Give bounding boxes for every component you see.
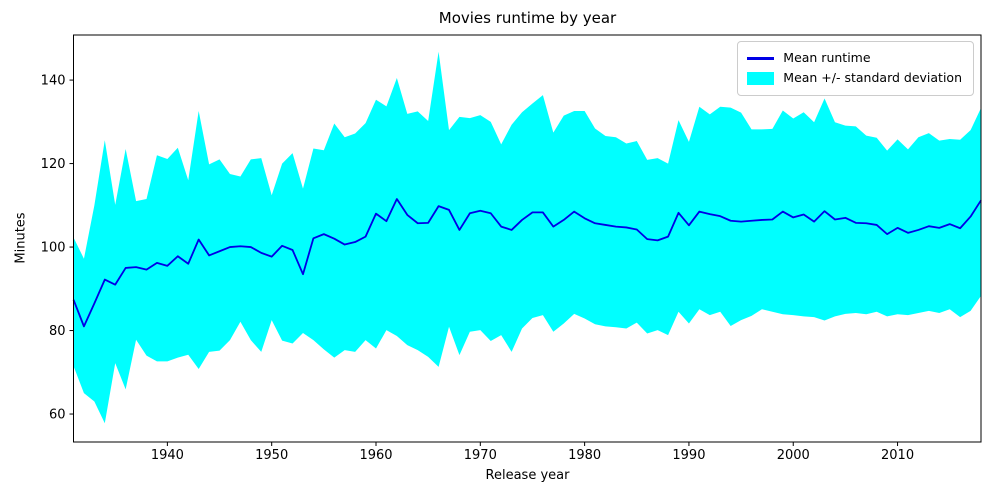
legend-label-band: Mean +/- standard deviation bbox=[783, 69, 962, 85]
x-tick-label: 1970 bbox=[464, 448, 497, 463]
x-tick-label: 1950 bbox=[255, 448, 288, 463]
mean-runtime-line bbox=[72, 198, 982, 328]
y-tick-label: 80 bbox=[49, 324, 66, 339]
x-axis-label: Release year bbox=[485, 468, 570, 483]
plot-border bbox=[73, 34, 982, 443]
std-band-swatch bbox=[747, 71, 775, 85]
legend-label-mean: Mean runtime bbox=[783, 50, 871, 65]
y-tick-label: 100 bbox=[41, 241, 66, 256]
x-tick-label: 1960 bbox=[359, 448, 392, 463]
x-tick-label: 1940 bbox=[151, 448, 184, 463]
std-band-area bbox=[73, 51, 981, 424]
y-tick-label: 120 bbox=[41, 157, 66, 172]
mean-line-swatch bbox=[747, 57, 775, 60]
x-tick-label: 2000 bbox=[777, 448, 810, 463]
chart-title: Movies runtime by year bbox=[438, 9, 617, 27]
x-tick-label: 2010 bbox=[881, 448, 914, 463]
legend-entry-mean: Mean runtime bbox=[747, 50, 962, 65]
x-tick-label: 1990 bbox=[672, 448, 705, 463]
y-tick-label: 140 bbox=[41, 74, 66, 89]
x-tick-label: 1980 bbox=[568, 448, 601, 463]
y-tick-label: 60 bbox=[49, 408, 66, 423]
legend: Mean runtime Mean +/- standard deviation bbox=[737, 41, 974, 96]
legend-entry-band: Mean +/- standard deviation bbox=[747, 69, 962, 85]
y-axis-label: Minutes bbox=[13, 212, 29, 264]
